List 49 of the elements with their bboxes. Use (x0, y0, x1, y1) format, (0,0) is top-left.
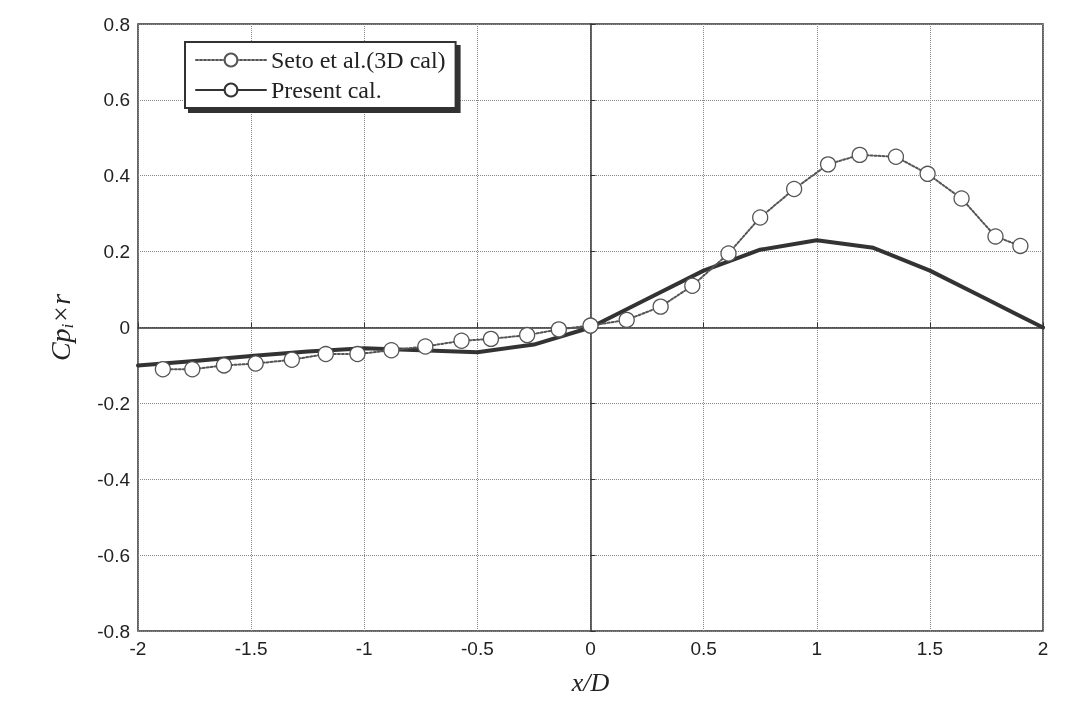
point (317, 345, 334, 363)
point (453, 332, 470, 349)
y-tick-label: -0.8 (97, 620, 130, 642)
point (184, 361, 201, 378)
x-tick-label: 2 (1037, 638, 1049, 659)
y-tick-label: -0.6 (97, 544, 130, 566)
point (417, 338, 434, 355)
point (618, 311, 635, 329)
legend-label: Present cal. (271, 77, 382, 103)
point (582, 317, 599, 334)
point (752, 209, 769, 226)
y-tick-label: 0.2 (103, 241, 130, 263)
point (919, 165, 936, 182)
y-tick-label: -0.2 (97, 392, 130, 414)
x-tick-label: -0.5 (461, 638, 494, 659)
y-tick-label: 0.8 (103, 13, 130, 35)
point (819, 156, 837, 173)
point (720, 245, 737, 262)
point (349, 345, 366, 363)
x-axis-title: x/D (570, 667, 610, 697)
point (383, 342, 400, 359)
point (953, 190, 970, 207)
point (652, 298, 669, 315)
point (684, 277, 701, 294)
x-tick-label: 0.5 (690, 638, 717, 659)
x-tick-label: 1.5 (916, 638, 944, 659)
y-tick-label: -0.4 (97, 468, 131, 490)
point (247, 355, 264, 372)
point (987, 228, 1004, 245)
x-tick-label: 0 (585, 638, 596, 659)
point (550, 321, 567, 338)
y-tick-label: 0.6 (103, 89, 130, 111)
point (785, 180, 803, 198)
point (519, 326, 536, 344)
point (851, 146, 868, 164)
y-tick-label: 0.4 (103, 165, 131, 187)
point (887, 148, 905, 165)
point (1012, 237, 1029, 255)
point (482, 330, 500, 348)
x-tick-label: -1.5 (234, 638, 268, 659)
x-tick-label: -2 (129, 638, 147, 659)
x-tick-label: -1 (355, 638, 373, 659)
point (154, 361, 172, 378)
y-tick-label: 0 (119, 317, 130, 338)
y-axis-title: Cpi×r (45, 293, 77, 362)
x-tick-label: 1 (811, 638, 823, 659)
point (283, 351, 300, 368)
legend-label: Seto et al.(3D cal) (271, 47, 446, 73)
point (215, 357, 233, 374)
